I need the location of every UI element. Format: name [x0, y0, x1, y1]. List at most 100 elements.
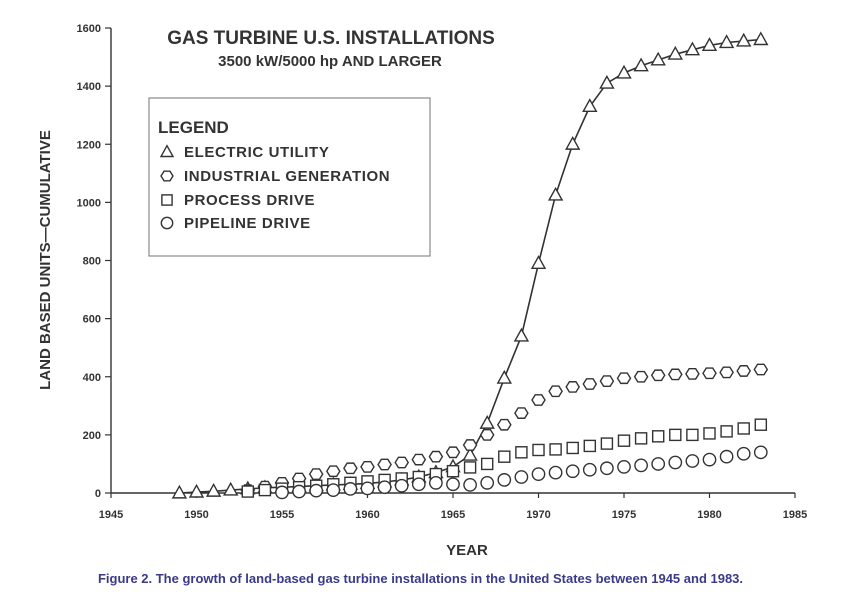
data-point-process-drive	[566, 441, 579, 455]
data-point-process-drive	[686, 428, 699, 442]
series-layer	[171, 31, 769, 500]
data-point-electric-utility	[616, 64, 632, 79]
data-point-pipeline-drive	[377, 480, 392, 495]
chart: 1945 1950 1955 1960 1965 1970 1975 1980 1985 0 200…	[37, 23, 808, 559]
axes-layer: 1945 1950 1955 1960 1965 1970 1975 1980 1985 0 200…	[77, 23, 808, 521]
data-point-process-drive	[583, 439, 597, 453]
data-point-pipeline-drive	[360, 481, 375, 496]
data-point-electric-utility	[599, 74, 615, 89]
data-point-electric-utility	[667, 45, 683, 60]
data-point-pipeline-drive	[292, 484, 306, 499]
legend-label-electric-utility: ELECTRIC UTILITY	[184, 144, 329, 161]
data-point-industrial-generation	[667, 368, 683, 381]
chart-subtitle: 3500 kW/5000 hp AND LARGER	[218, 53, 442, 70]
legend-marker-pipeline-drive	[160, 216, 174, 230]
data-point-electric-utility	[684, 41, 701, 56]
data-point-process-drive	[241, 485, 255, 498]
data-point-industrial-generation	[325, 465, 341, 478]
x-tick-label: 1980	[697, 509, 721, 521]
y-axis-label: LAND BASED UNITS—CUMULATIVE	[37, 130, 54, 390]
legend-label-process-drive: PROCESS DRIVE	[184, 192, 315, 209]
legend-title: LEGEND	[158, 118, 229, 137]
data-point-pipeline-drive	[480, 475, 495, 490]
data-point-process-drive	[737, 422, 750, 435]
legend: LEGEND ELECTRIC UTILITY INDUSTRIAL GENERA…	[148, 97, 431, 257]
data-point-electric-utility	[547, 186, 564, 201]
data-point-pipeline-drive	[617, 459, 631, 474]
data-point-industrial-generation	[394, 456, 410, 469]
data-point-process-drive	[532, 443, 545, 457]
data-point-pipeline-drive	[343, 482, 358, 496]
data-point-electric-utility	[701, 37, 718, 52]
data-point-process-drive	[463, 461, 477, 474]
data-point-electric-utility	[530, 255, 547, 269]
data-point-electric-utility	[650, 51, 666, 66]
data-point-pipeline-drive	[429, 475, 443, 490]
data-point-industrial-generation	[462, 439, 478, 451]
data-point-industrial-generation	[308, 468, 324, 480]
data-point-industrial-generation	[428, 450, 444, 463]
data-point-electric-utility	[496, 369, 512, 384]
data-point-industrial-generation	[753, 363, 769, 376]
data-point-industrial-generation	[650, 369, 666, 382]
data-point-industrial-generation	[736, 365, 752, 377]
data-point-electric-utility	[718, 34, 735, 49]
x-tick-label: 1970	[526, 509, 550, 521]
x-tick-label: 1985	[783, 509, 807, 521]
data-point-electric-utility	[565, 135, 581, 150]
y-tick-label: 1400	[77, 81, 101, 93]
y-tick-label: 200	[83, 430, 101, 442]
data-point-process-drive	[634, 432, 648, 445]
data-point-pipeline-drive	[275, 485, 289, 500]
y-tick-label: 1000	[77, 197, 101, 209]
data-point-pipeline-drive	[702, 452, 717, 467]
x-tick-label: 1945	[99, 509, 123, 521]
data-point-process-drive	[720, 425, 733, 438]
x-tick-label: 1965	[441, 509, 465, 521]
data-point-industrial-generation	[719, 366, 734, 379]
data-point-electric-utility	[736, 32, 752, 47]
data-point-industrial-generation	[633, 370, 649, 383]
data-point-pipeline-drive	[565, 464, 580, 479]
series-pipeline-drive	[275, 445, 768, 500]
data-point-process-drive	[651, 430, 665, 443]
y-tick-label: 1600	[77, 23, 101, 35]
data-point-industrial-generation	[445, 446, 461, 459]
data-point-industrial-generation	[599, 375, 615, 387]
data-point-industrial-generation	[548, 385, 563, 398]
data-point-industrial-generation	[702, 367, 717, 380]
data-point-pipeline-drive	[514, 470, 529, 484]
data-point-process-drive	[669, 428, 682, 442]
data-point-pipeline-drive	[497, 473, 512, 487]
data-point-electric-utility	[223, 481, 239, 496]
data-point-process-drive	[617, 434, 631, 447]
data-point-electric-utility	[513, 327, 530, 342]
chart-title: GAS TURBINE U.S. INSTALLATIONS	[167, 28, 495, 49]
data-point-industrial-generation	[479, 429, 495, 441]
data-point-pipeline-drive	[753, 445, 768, 460]
x-tick-label: 1975	[612, 509, 636, 521]
legend-box	[148, 97, 431, 257]
data-point-electric-utility	[479, 414, 495, 429]
data-point-pipeline-drive	[326, 483, 341, 497]
data-point-process-drive	[754, 418, 768, 431]
data-point-electric-utility	[462, 446, 478, 461]
data-point-pipeline-drive	[736, 446, 751, 461]
data-point-pipeline-drive	[463, 477, 477, 492]
data-point-industrial-generation	[514, 407, 529, 419]
data-point-electric-utility	[633, 57, 649, 72]
data-point-process-drive	[258, 483, 272, 497]
data-point-pipeline-drive	[668, 455, 683, 470]
data-point-electric-utility	[205, 482, 222, 497]
legend-marker-process-drive	[161, 194, 173, 206]
data-point-process-drive	[549, 443, 562, 456]
data-point-pipeline-drive	[411, 477, 426, 492]
data-point-industrial-generation	[616, 372, 632, 385]
data-point-electric-utility	[753, 31, 769, 46]
data-point-process-drive	[498, 450, 511, 463]
data-point-process-drive	[515, 446, 528, 459]
data-point-pipeline-drive	[446, 477, 460, 492]
data-point-pipeline-drive	[582, 462, 597, 477]
data-point-industrial-generation	[496, 418, 512, 431]
data-point-industrial-generation	[343, 462, 358, 475]
